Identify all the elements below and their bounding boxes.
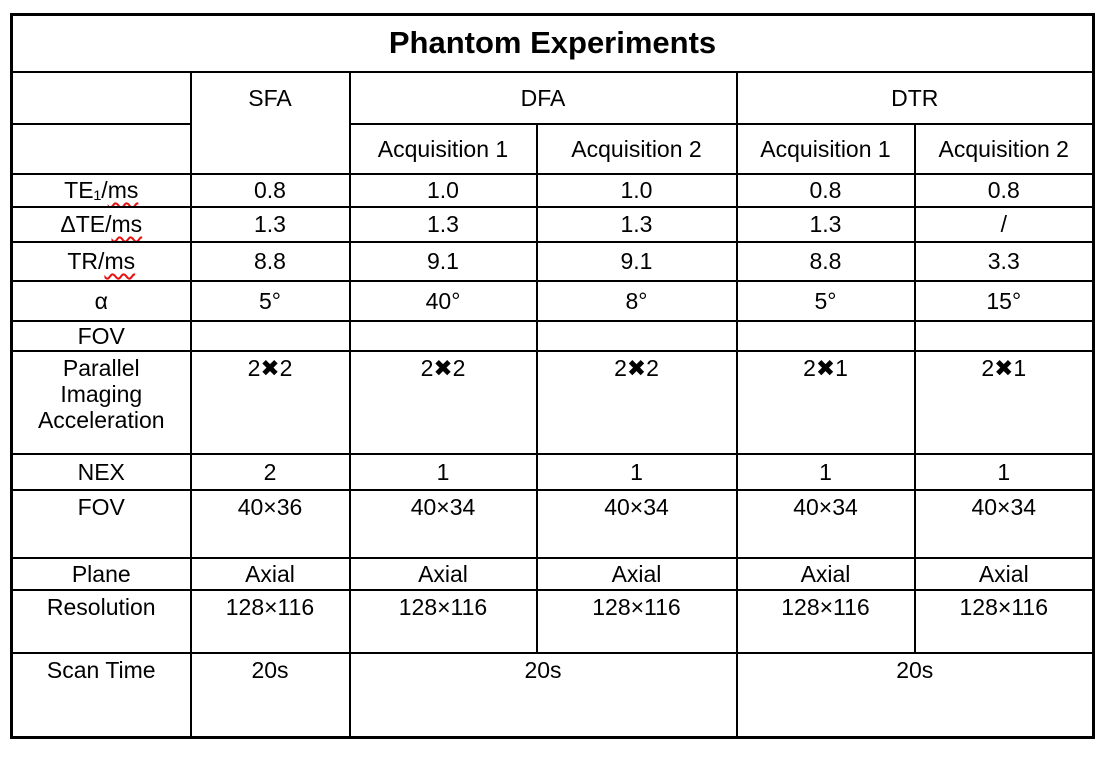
- row-delta-te: ΔTE/ms 1.3 1.3 1.3 1.3 /: [10, 205, 1095, 243]
- row-label-te1-prefix: TE₁/: [64, 177, 108, 203]
- cell-plane-dfa-acq2: Axial: [535, 556, 738, 591]
- cell-parallel-dfa-acq1: 2✖2: [348, 349, 538, 455]
- cell-nex-dtr-acq1: 1: [735, 452, 916, 491]
- misspelled-word: ms: [104, 248, 136, 274]
- cell-resolution-dtr-acq2: 128×116: [913, 588, 1095, 654]
- row-plane: Plane Axial Axial Axial Axial Axial: [10, 556, 1095, 591]
- cell-tr-dtr-acq1: 8.8: [735, 240, 916, 282]
- row-label-plane: Plane: [10, 556, 192, 591]
- cell-alpha-dtr-acq2: 15°: [913, 279, 1095, 322]
- row-label-fov: FOV: [10, 488, 192, 559]
- cell-te1-dfa-acq2: 1.0: [535, 172, 738, 208]
- row-label-delta-te: ΔTE/ms: [10, 205, 192, 243]
- cell-fov-blank-dfa-acq1: [348, 319, 538, 352]
- row-label-delta-te-prefix: ΔTE/: [60, 211, 112, 237]
- header-blank-bottom: [10, 122, 192, 175]
- cell-parallel-sfa: 2✖2: [189, 349, 351, 455]
- cell-dte-sfa: 1.3: [189, 205, 351, 243]
- cell-fov-sfa: 40×36: [189, 488, 351, 559]
- cell-resolution-sfa: 128×116: [189, 588, 351, 654]
- row-label-resolution: Resolution: [10, 588, 192, 654]
- cell-tr-dfa-acq1: 9.1: [348, 240, 538, 282]
- misspelled-word: ms: [111, 211, 143, 237]
- cell-dte-dtr-acq2: /: [913, 205, 1095, 243]
- header-row-acquisitions: Acquisition 1 Acquisition 2 Acquisition …: [10, 122, 1095, 175]
- header-row-groups: SFA DFA DTR: [10, 70, 1095, 175]
- cell-nex-dfa-acq1: 1: [348, 452, 538, 491]
- row-te1: TE₁/ms 0.8 1.0 1.0 0.8 0.8: [10, 172, 1095, 208]
- cell-scan-time-dtr: 20s: [735, 651, 1095, 739]
- cell-fov-dtr-acq2: 40×34: [913, 488, 1095, 559]
- cell-fov-blank-dtr-acq1: [735, 319, 916, 352]
- document-page: Phantom Experiments SFA DFA DTR Acquisit…: [10, 13, 1096, 739]
- row-label-parallel-imaging: Parallel Imaging Acceleration: [10, 349, 192, 455]
- row-nex: NEX 2 1 1 1 1: [10, 452, 1095, 491]
- cell-alpha-sfa: 5°: [189, 279, 351, 322]
- cell-plane-dfa-acq1: Axial: [348, 556, 538, 591]
- row-label-tr: TR/ms: [10, 240, 192, 282]
- cell-plane-dtr-acq1: Axial: [735, 556, 916, 591]
- cell-fov-blank-dfa-acq2: [535, 319, 738, 352]
- cell-fov-dtr-acq1: 40×34: [735, 488, 916, 559]
- col-header-dfa-acquisition-1: Acquisition 1: [348, 122, 538, 175]
- cell-te1-sfa: 0.8: [189, 172, 351, 208]
- cell-resolution-dtr-acq1: 128×116: [735, 588, 916, 654]
- cell-fov-dfa-acq2: 40×34: [535, 488, 738, 559]
- col-header-dtr-acquisition-1: Acquisition 1: [735, 122, 916, 175]
- cell-parallel-dtr-acq2: 2✖1: [913, 349, 1095, 455]
- cell-nex-sfa: 2: [189, 452, 351, 491]
- cell-alpha-dfa-acq1: 40°: [348, 279, 538, 322]
- cell-parallel-dfa-acq2: 2✖2: [535, 349, 738, 455]
- cell-nex-dtr-acq2: 1: [913, 452, 1095, 491]
- cell-resolution-dfa-acq2: 128×116: [535, 588, 738, 654]
- cell-fov-blank-dtr-acq2: [913, 319, 1095, 352]
- row-parallel-imaging: Parallel Imaging Acceleration 2✖2 2✖2 2✖…: [10, 349, 1095, 455]
- cell-plane-sfa: Axial: [189, 556, 351, 591]
- cell-parallel-dtr-acq1: 2✖1: [735, 349, 916, 455]
- row-scan-time: Scan Time 20s 20s 20s: [10, 651, 1095, 739]
- cell-alpha-dtr-acq1: 5°: [735, 279, 916, 322]
- col-header-dfa-acquisition-2: Acquisition 2: [535, 122, 738, 175]
- cell-fov-dfa-acq1: 40×34: [348, 488, 538, 559]
- phantom-experiments-table: Phantom Experiments SFA DFA DTR Acquisit…: [10, 13, 1096, 739]
- cell-dte-dfa-acq2: 1.3: [535, 205, 738, 243]
- col-header-dfa: DFA: [348, 70, 738, 125]
- cell-tr-dtr-acq2: 3.3: [913, 240, 1095, 282]
- cell-scan-time-sfa: 20s: [189, 651, 351, 739]
- row-label-tr-prefix: TR/: [67, 248, 105, 274]
- cell-fov-blank-sfa: [189, 319, 351, 352]
- row-label-scan-time: Scan Time: [10, 651, 192, 739]
- cell-te1-dfa-acq1: 1.0: [348, 172, 538, 208]
- row-fov: FOV 40×36 40×34 40×34 40×34 40×34: [10, 488, 1095, 559]
- col-header-dtr: DTR: [735, 70, 1095, 125]
- row-resolution: Resolution 128×116 128×116 128×116 128×1…: [10, 588, 1095, 654]
- col-header-dtr-acquisition-2: Acquisition 2: [913, 122, 1095, 175]
- row-tr: TR/ms 8.8 9.1 9.1 8.8 3.3: [10, 240, 1095, 282]
- cell-plane-dtr-acq2: Axial: [913, 556, 1095, 591]
- cell-tr-sfa: 8.8: [189, 240, 351, 282]
- cell-scan-time-dfa: 20s: [348, 651, 738, 739]
- row-label-flip-angle: α: [10, 279, 192, 322]
- row-label-parallel-imaging-text: Parallel Imaging Acceleration: [37, 354, 165, 433]
- row-label-nex: NEX: [10, 452, 192, 491]
- row-label-te1: TE₁/ms: [10, 172, 192, 208]
- cell-alpha-dfa-acq2: 8°: [535, 279, 738, 322]
- cell-te1-dtr-acq2: 0.8: [913, 172, 1095, 208]
- header-blank-top: [10, 70, 192, 125]
- cell-te1-dtr-acq1: 0.8: [735, 172, 916, 208]
- cell-resolution-dfa-acq1: 128×116: [348, 588, 538, 654]
- row-label-fov-blank: FOV: [10, 319, 192, 352]
- cell-nex-dfa-acq2: 1: [535, 452, 738, 491]
- cell-dte-dfa-acq1: 1.3: [348, 205, 538, 243]
- cell-dte-dtr-acq1: 1.3: [735, 205, 916, 243]
- row-flip-angle: α 5° 40° 8° 5° 15°: [10, 279, 1095, 322]
- table-title: Phantom Experiments: [10, 13, 1095, 73]
- title-row: Phantom Experiments: [10, 13, 1095, 73]
- misspelled-word: ms: [107, 177, 139, 203]
- row-fov-blank: FOV: [10, 319, 1095, 352]
- col-header-sfa: SFA: [189, 70, 351, 175]
- cell-tr-dfa-acq2: 9.1: [535, 240, 738, 282]
